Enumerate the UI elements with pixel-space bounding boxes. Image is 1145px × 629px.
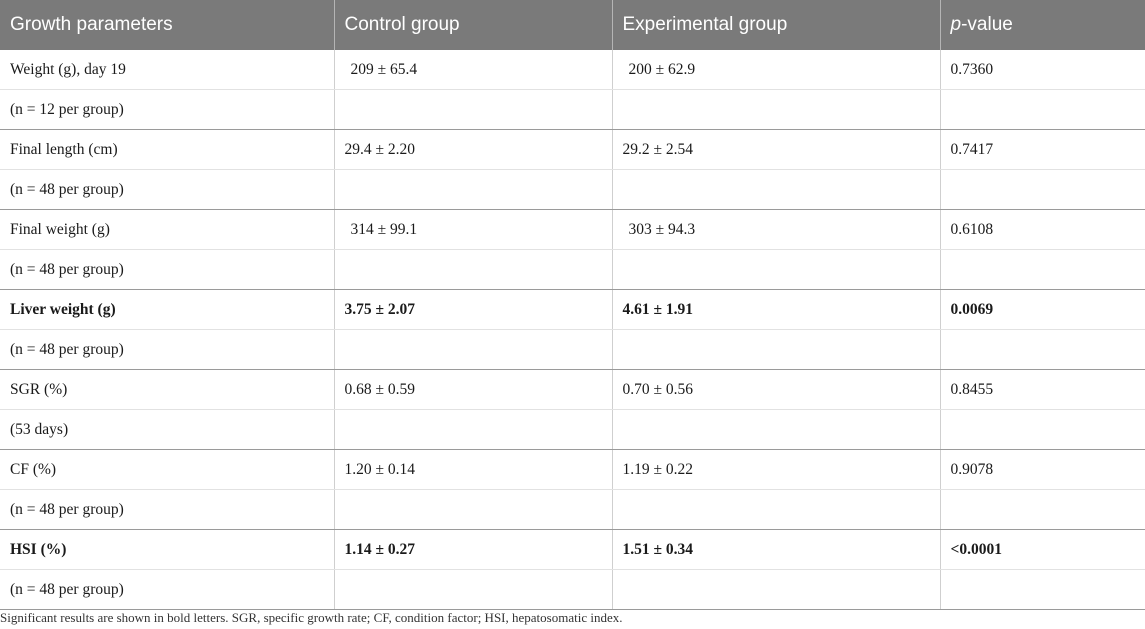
sample-size-cell: (n = 12 per group) — [0, 89, 334, 130]
empty-cell — [611, 249, 940, 290]
param-cell: Final weight (g) — [0, 209, 334, 250]
table-row: Final length (cm) 29.4 ± 2.20 29.2 ± 2.5… — [0, 129, 1145, 170]
control-cell: 3.75 ± 2.07 — [333, 289, 612, 330]
control-cell: 209 ± 65.4 — [333, 50, 612, 90]
empty-cell — [333, 249, 612, 290]
table-row: Weight (g), day 19 209 ± 65.4 200 ± 62.9… — [0, 50, 1145, 90]
table-subrow: (n = 48 per group) — [0, 329, 1145, 370]
empty-cell — [939, 409, 1145, 450]
experimental-cell: 1.51 ± 0.34 — [611, 529, 940, 570]
header-control-group: Control group — [333, 0, 612, 50]
header-growth-parameters: Growth parameters — [0, 0, 334, 50]
header-experimental-group: Experimental group — [611, 0, 940, 50]
empty-cell — [939, 489, 1145, 530]
table-subrow: (n = 48 per group) — [0, 489, 1145, 530]
pvalue-cell: 0.9078 — [939, 449, 1145, 490]
pvalue-cell: <0.0001 — [939, 529, 1145, 570]
header-p-italic: p — [950, 14, 962, 35]
empty-cell — [611, 409, 940, 450]
empty-cell — [611, 489, 940, 530]
table-subrow: (53 days) — [0, 409, 1145, 450]
empty-cell — [333, 89, 612, 130]
experimental-cell: 1.19 ± 0.22 — [611, 449, 940, 490]
table-subrow: (n = 48 per group) — [0, 249, 1145, 290]
table-subrow: (n = 48 per group) — [0, 169, 1145, 210]
param-cell: Liver weight (g) — [0, 289, 334, 330]
growth-parameters-table: Growth parameters Control group Experime… — [0, 0, 1145, 610]
pvalue-cell: 0.0069 — [939, 289, 1145, 330]
header-p-rest: -value — [961, 14, 1013, 35]
experimental-cell: 303 ± 94.3 — [611, 209, 940, 250]
empty-cell — [333, 169, 612, 210]
empty-cell — [939, 89, 1145, 130]
param-cell: SGR (%) — [0, 369, 334, 410]
pvalue-cell: 0.6108 — [939, 209, 1145, 250]
table-body: Weight (g), day 19 209 ± 65.4 200 ± 62.9… — [0, 50, 1145, 610]
pvalue-cell: 0.8455 — [939, 369, 1145, 410]
empty-cell — [939, 329, 1145, 370]
experimental-cell: 4.61 ± 1.91 — [611, 289, 940, 330]
experimental-cell: 0.70 ± 0.56 — [611, 369, 940, 410]
sample-size-cell: (n = 48 per group) — [0, 489, 334, 530]
header-row: Growth parameters Control group Experime… — [0, 0, 1145, 50]
sample-size-cell: (n = 48 per group) — [0, 569, 334, 610]
control-cell: 1.20 ± 0.14 — [333, 449, 612, 490]
table-subrow: (n = 48 per group) — [0, 569, 1145, 610]
empty-cell — [939, 569, 1145, 610]
table-header: Growth parameters Control group Experime… — [0, 0, 1145, 50]
experimental-cell: 29.2 ± 2.54 — [611, 129, 940, 170]
sample-size-cell: (n = 48 per group) — [0, 329, 334, 370]
param-cell: HSI (%) — [0, 529, 334, 570]
sample-size-cell: (53 days) — [0, 409, 334, 450]
sample-size-cell: (n = 48 per group) — [0, 169, 334, 210]
empty-cell — [611, 169, 940, 210]
sample-size-cell: (n = 48 per group) — [0, 249, 334, 290]
empty-cell — [611, 329, 940, 370]
pvalue-cell: 0.7360 — [939, 50, 1145, 90]
empty-cell — [333, 569, 612, 610]
empty-cell — [333, 329, 612, 370]
header-p-value: p-value — [939, 0, 1145, 50]
empty-cell — [939, 169, 1145, 210]
table-footnote: Significant results are shown in bold le… — [0, 610, 623, 625]
param-cell: CF (%) — [0, 449, 334, 490]
empty-cell — [611, 89, 940, 130]
table-row: HSI (%) 1.14 ± 0.27 1.51 ± 0.34 <0.0001 — [0, 529, 1145, 570]
control-cell: 29.4 ± 2.20 — [333, 129, 612, 170]
control-cell: 314 ± 99.1 — [333, 209, 612, 250]
control-cell: 0.68 ± 0.59 — [333, 369, 612, 410]
experimental-cell: 200 ± 62.9 — [611, 50, 940, 90]
param-cell: Final length (cm) — [0, 129, 334, 170]
empty-cell — [939, 249, 1145, 290]
table-row: CF (%) 1.20 ± 0.14 1.19 ± 0.22 0.9078 — [0, 449, 1145, 490]
control-cell: 1.14 ± 0.27 — [333, 529, 612, 570]
table-row: Final weight (g) 314 ± 99.1 303 ± 94.3 0… — [0, 209, 1145, 250]
empty-cell — [611, 569, 940, 610]
empty-cell — [333, 409, 612, 450]
pvalue-cell: 0.7417 — [939, 129, 1145, 170]
table-row: Liver weight (g) 3.75 ± 2.07 4.61 ± 1.91… — [0, 289, 1145, 330]
param-cell: Weight (g), day 19 — [0, 50, 334, 90]
table-subrow: (n = 12 per group) — [0, 89, 1145, 130]
empty-cell — [333, 489, 612, 530]
table-row: SGR (%) 0.68 ± 0.59 0.70 ± 0.56 0.8455 — [0, 369, 1145, 410]
